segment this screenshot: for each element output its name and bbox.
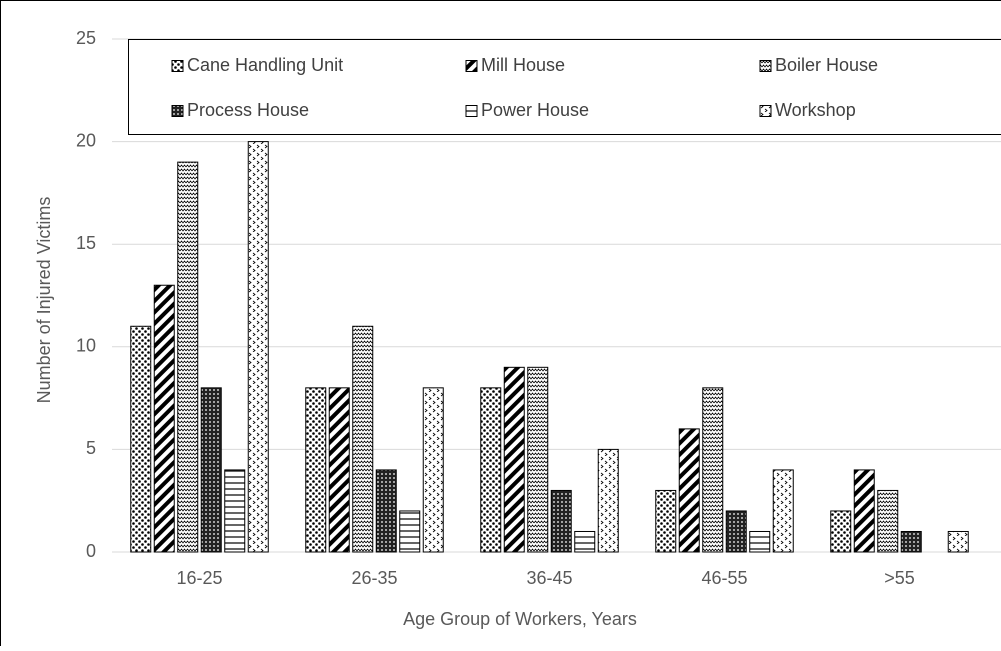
y-tick-label: 20 (76, 130, 96, 150)
bar (703, 388, 723, 552)
legend-box (129, 40, 1001, 135)
legend-label: Power House (481, 100, 589, 120)
bar (201, 388, 221, 552)
bar (131, 326, 151, 552)
bar (400, 511, 420, 552)
legend-label: Boiler House (775, 55, 878, 75)
legend-label: Process House (187, 100, 309, 120)
bar (901, 531, 921, 552)
bar (656, 490, 676, 552)
x-tick-label: 36-45 (526, 568, 572, 588)
bar (575, 531, 595, 552)
x-tick-label: >55 (884, 568, 915, 588)
x-tick-label: 26-35 (351, 568, 397, 588)
y-tick-label: 5 (86, 438, 96, 458)
bar (679, 429, 699, 552)
y-tick-label: 15 (76, 233, 96, 253)
legend-swatch (760, 61, 771, 72)
bar (154, 285, 174, 552)
bar (948, 531, 968, 552)
legend-swatch (172, 106, 183, 117)
x-axis-label: Age Group of Workers, Years (403, 609, 637, 629)
bar (551, 490, 571, 552)
bar (248, 142, 268, 552)
legend-swatch (466, 106, 477, 117)
bar (504, 367, 524, 552)
bar (598, 449, 618, 552)
legend-swatch (172, 61, 183, 72)
legend-swatch (760, 106, 771, 117)
y-axis-label: Number of Injured Victims (34, 197, 54, 404)
bar (854, 470, 874, 552)
bar (353, 326, 373, 552)
bar (726, 511, 746, 552)
bar (376, 470, 396, 552)
y-tick-label: 0 (86, 541, 96, 561)
bar (750, 531, 770, 552)
bar (831, 511, 851, 552)
legend-label: Cane Handling Unit (187, 55, 343, 75)
legend-label: Mill House (481, 55, 565, 75)
bar (225, 470, 245, 552)
legend-swatch (466, 61, 477, 72)
x-tick-label: 16-25 (176, 568, 222, 588)
bar (178, 162, 198, 552)
bar (878, 490, 898, 552)
bar (329, 388, 349, 552)
bar (528, 367, 548, 552)
y-tick-label: 10 (76, 336, 96, 356)
bar (481, 388, 501, 552)
bar (773, 470, 793, 552)
y-tick-label: 25 (76, 28, 96, 48)
x-tick-label: 46-55 (701, 568, 747, 588)
bar (423, 388, 443, 552)
bar (306, 388, 326, 552)
legend-label: Workshop (775, 100, 856, 120)
